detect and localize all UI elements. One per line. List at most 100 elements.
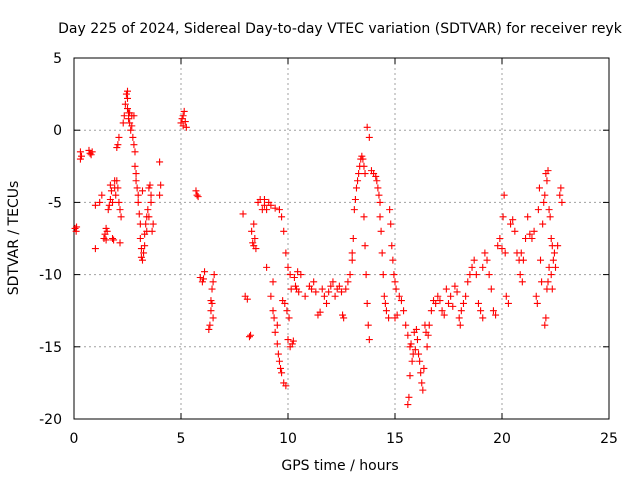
x-tick-labels: 0 5 10 15 20 25 bbox=[70, 431, 618, 447]
data-point bbox=[277, 364, 285, 372]
data-point bbox=[133, 184, 141, 192]
data-point bbox=[552, 263, 559, 271]
data-point bbox=[358, 152, 366, 160]
data-point bbox=[181, 118, 189, 126]
data-point bbox=[134, 198, 142, 206]
data-point bbox=[104, 206, 112, 214]
data-point bbox=[312, 288, 320, 296]
data-point bbox=[382, 307, 390, 315]
data-point bbox=[361, 242, 369, 250]
data-point bbox=[344, 278, 352, 286]
data-point bbox=[419, 386, 427, 394]
data-point bbox=[270, 314, 278, 322]
data-point bbox=[554, 242, 562, 250]
data-point bbox=[251, 235, 259, 242]
data-point bbox=[269, 278, 277, 286]
data-point bbox=[501, 249, 509, 257]
y-tick-labels: -20 -15 -10 -5 0 5 bbox=[39, 51, 62, 428]
data-point bbox=[271, 328, 279, 336]
data-point bbox=[283, 307, 291, 315]
data-point bbox=[362, 271, 370, 279]
data-point bbox=[71, 224, 79, 232]
data-point bbox=[427, 307, 435, 315]
y-tick-label: 0 bbox=[53, 123, 62, 139]
data-point bbox=[416, 357, 424, 365]
y-tick-label: -15 bbox=[39, 340, 62, 356]
data-point bbox=[113, 177, 121, 185]
data-point bbox=[434, 292, 442, 300]
data-point bbox=[114, 184, 122, 192]
data-point bbox=[363, 123, 371, 131]
data-point bbox=[138, 187, 146, 195]
data-point bbox=[115, 133, 123, 141]
data-point bbox=[73, 223, 81, 231]
data-point bbox=[102, 236, 110, 244]
data-point bbox=[364, 321, 372, 329]
data-point bbox=[206, 321, 214, 329]
data-point bbox=[466, 271, 474, 279]
data-point bbox=[557, 184, 565, 192]
data-point bbox=[375, 191, 383, 199]
data-point bbox=[297, 271, 305, 279]
y-axis-label: SDTVAR / TECUs bbox=[6, 181, 22, 296]
data-point bbox=[363, 299, 371, 307]
data-point bbox=[179, 112, 187, 120]
data-point bbox=[519, 256, 527, 264]
data-point bbox=[541, 191, 549, 199]
data-point bbox=[129, 133, 137, 141]
data-point bbox=[76, 155, 84, 163]
data-point bbox=[504, 299, 512, 307]
data-point bbox=[477, 307, 485, 315]
data-point bbox=[148, 227, 156, 235]
data-point bbox=[116, 239, 124, 247]
data-point bbox=[144, 206, 152, 214]
data-point bbox=[517, 249, 525, 257]
data-point bbox=[349, 235, 357, 242]
data-point bbox=[182, 123, 190, 131]
data-point bbox=[462, 292, 470, 300]
data-point bbox=[284, 336, 292, 344]
data-point bbox=[124, 94, 131, 102]
data-point bbox=[498, 245, 506, 253]
data-point bbox=[335, 282, 343, 290]
data-point bbox=[511, 227, 519, 235]
data-point bbox=[134, 191, 142, 199]
data-point bbox=[379, 271, 387, 279]
data-point bbox=[481, 249, 489, 257]
data-point bbox=[113, 144, 121, 152]
data-point bbox=[413, 336, 421, 344]
data-point bbox=[140, 249, 148, 257]
data-point bbox=[142, 220, 150, 228]
data-point bbox=[539, 220, 547, 228]
y-tick-label: -10 bbox=[39, 268, 62, 284]
data-point bbox=[273, 321, 281, 329]
data-point bbox=[492, 311, 500, 319]
data-point bbox=[295, 288, 303, 296]
data-point bbox=[518, 278, 526, 286]
data-point bbox=[339, 311, 347, 319]
data-point bbox=[107, 187, 115, 195]
data-point bbox=[288, 340, 296, 348]
data-point bbox=[180, 107, 188, 115]
data-point bbox=[342, 285, 350, 293]
data-point bbox=[263, 206, 271, 214]
data-point bbox=[374, 184, 382, 192]
data-point bbox=[423, 343, 431, 351]
data-point bbox=[124, 105, 131, 113]
data-point bbox=[112, 191, 120, 199]
data-point bbox=[91, 201, 99, 209]
data-point bbox=[208, 299, 216, 307]
data-point bbox=[472, 271, 480, 279]
data-point bbox=[323, 299, 331, 307]
data-point bbox=[105, 201, 113, 209]
data-point bbox=[290, 273, 298, 281]
data-point bbox=[316, 308, 324, 316]
data-point bbox=[278, 213, 286, 221]
y-tick-label: 5 bbox=[53, 51, 62, 67]
data-point bbox=[468, 263, 476, 271]
data-point bbox=[544, 278, 552, 286]
data-point bbox=[386, 206, 394, 214]
data-point bbox=[408, 357, 416, 365]
data-point bbox=[338, 288, 345, 296]
data-point bbox=[130, 112, 138, 120]
